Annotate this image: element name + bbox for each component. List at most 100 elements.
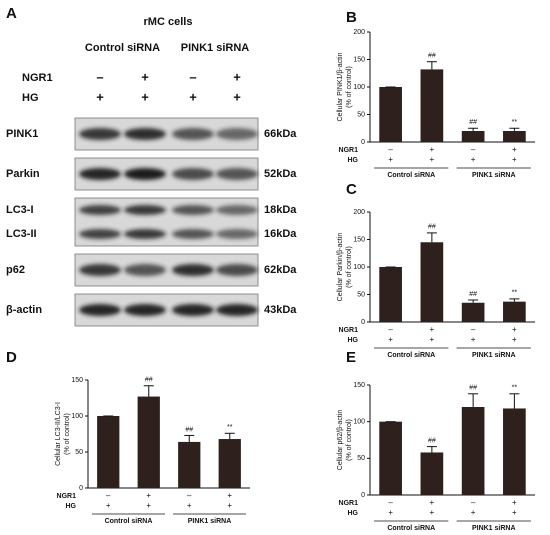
y-tick-label: 0	[361, 139, 365, 146]
condition-mark: +	[430, 145, 435, 154]
band	[124, 168, 166, 180]
band	[216, 229, 258, 239]
condition-mark: +	[233, 89, 241, 104]
condition-mark: –	[189, 69, 196, 84]
panel-letter: A	[6, 5, 17, 22]
band	[172, 264, 214, 276]
significance: **	[512, 385, 518, 392]
band	[172, 304, 214, 316]
group-label: Control siRNA	[105, 518, 153, 525]
panel-letter: B	[346, 9, 357, 26]
bar	[420, 69, 444, 142]
y-tick-label: 50	[357, 291, 365, 298]
condition-mark: +	[512, 508, 517, 517]
y-axis-label: (% of control)	[346, 419, 353, 461]
bar	[218, 439, 241, 488]
significance: ##	[469, 119, 477, 126]
bar	[97, 416, 120, 488]
y-tick-label: 200	[353, 209, 365, 216]
condition-mark: –	[471, 498, 476, 507]
band-size: 18kDa	[264, 204, 297, 216]
band-label: LC3-II	[6, 228, 37, 240]
band-label: p62	[6, 264, 25, 276]
condition-mark: –	[388, 325, 393, 334]
condition-mark: –	[96, 69, 103, 84]
y-tick-label: 0	[361, 319, 365, 326]
condition-mark: +	[512, 155, 517, 164]
condition-name: HG	[348, 510, 359, 517]
bar	[178, 441, 201, 488]
bar	[461, 407, 485, 495]
condition-mark: +	[471, 155, 476, 164]
condition-mark: +	[512, 325, 517, 334]
band	[79, 168, 121, 180]
condition-name: HG	[22, 92, 39, 104]
band	[124, 229, 166, 239]
band-size: 66kDa	[264, 128, 297, 140]
condition-mark: +	[430, 508, 435, 517]
condition-mark: +	[388, 508, 393, 517]
significance: ##	[469, 385, 477, 392]
bar	[420, 452, 444, 495]
band-label: β-actin	[6, 304, 42, 316]
condition-mark: –	[388, 498, 393, 507]
condition-mark: +	[146, 501, 151, 510]
y-tick-label: 150	[353, 56, 365, 63]
band	[124, 264, 166, 276]
y-tick-label: 0	[79, 485, 83, 492]
band	[124, 205, 166, 215]
band	[216, 128, 258, 140]
condition-name: HG	[66, 503, 77, 510]
condition-mark: –	[187, 491, 192, 500]
significance: ##	[145, 377, 153, 384]
band	[124, 304, 166, 316]
y-tick-label: 50	[357, 111, 365, 118]
condition-name: HG	[348, 337, 359, 344]
condition-mark: +	[227, 491, 232, 500]
band	[216, 168, 258, 180]
blot-title: rMC cells	[144, 16, 193, 28]
y-tick-label: 100	[353, 419, 365, 426]
group-label: Control siRNA	[387, 525, 435, 532]
condition-mark: +	[227, 501, 232, 510]
condition-mark: +	[388, 335, 393, 344]
band-label: LC3-I	[6, 204, 34, 216]
condition-mark: +	[141, 69, 149, 84]
y-tick-label: 200	[353, 29, 365, 36]
significance: ##	[469, 291, 477, 298]
bar	[503, 408, 526, 495]
condition-mark: +	[106, 501, 111, 510]
band	[79, 205, 121, 215]
band	[172, 128, 214, 140]
significance: ##	[185, 426, 193, 433]
condition-name: HG	[348, 157, 359, 164]
y-axis-label: Cellular p62/β-actin	[337, 410, 344, 471]
band-size: 16kDa	[264, 228, 297, 240]
condition-name: NGR1	[339, 147, 359, 154]
condition-mark: –	[471, 325, 476, 334]
condition-mark: +	[512, 335, 517, 344]
band	[172, 205, 214, 215]
condition-mark: +	[189, 89, 197, 104]
band	[79, 229, 121, 239]
condition-mark: +	[187, 501, 192, 510]
bar	[461, 302, 485, 322]
condition-mark: +	[388, 155, 393, 164]
band	[216, 304, 258, 316]
band	[216, 264, 258, 276]
group-label: PINK1 siRNA	[472, 172, 516, 179]
group-label: Control siRNA	[387, 352, 435, 359]
band	[79, 304, 121, 316]
condition-mark: +	[141, 89, 149, 104]
y-axis-label: Cellular PINK1/β-actin	[337, 52, 344, 121]
band-size: 52kDa	[264, 168, 297, 180]
y-tick-label: 150	[353, 236, 365, 243]
y-axis-label: Cellular LC3-II/LC3-I	[55, 402, 62, 466]
bar	[379, 267, 402, 322]
condition-name: NGR1	[339, 500, 359, 507]
band-size: 62kDa	[264, 264, 297, 276]
significance: **	[227, 424, 233, 431]
bar	[461, 131, 485, 142]
bar	[503, 131, 526, 142]
band	[216, 205, 258, 215]
